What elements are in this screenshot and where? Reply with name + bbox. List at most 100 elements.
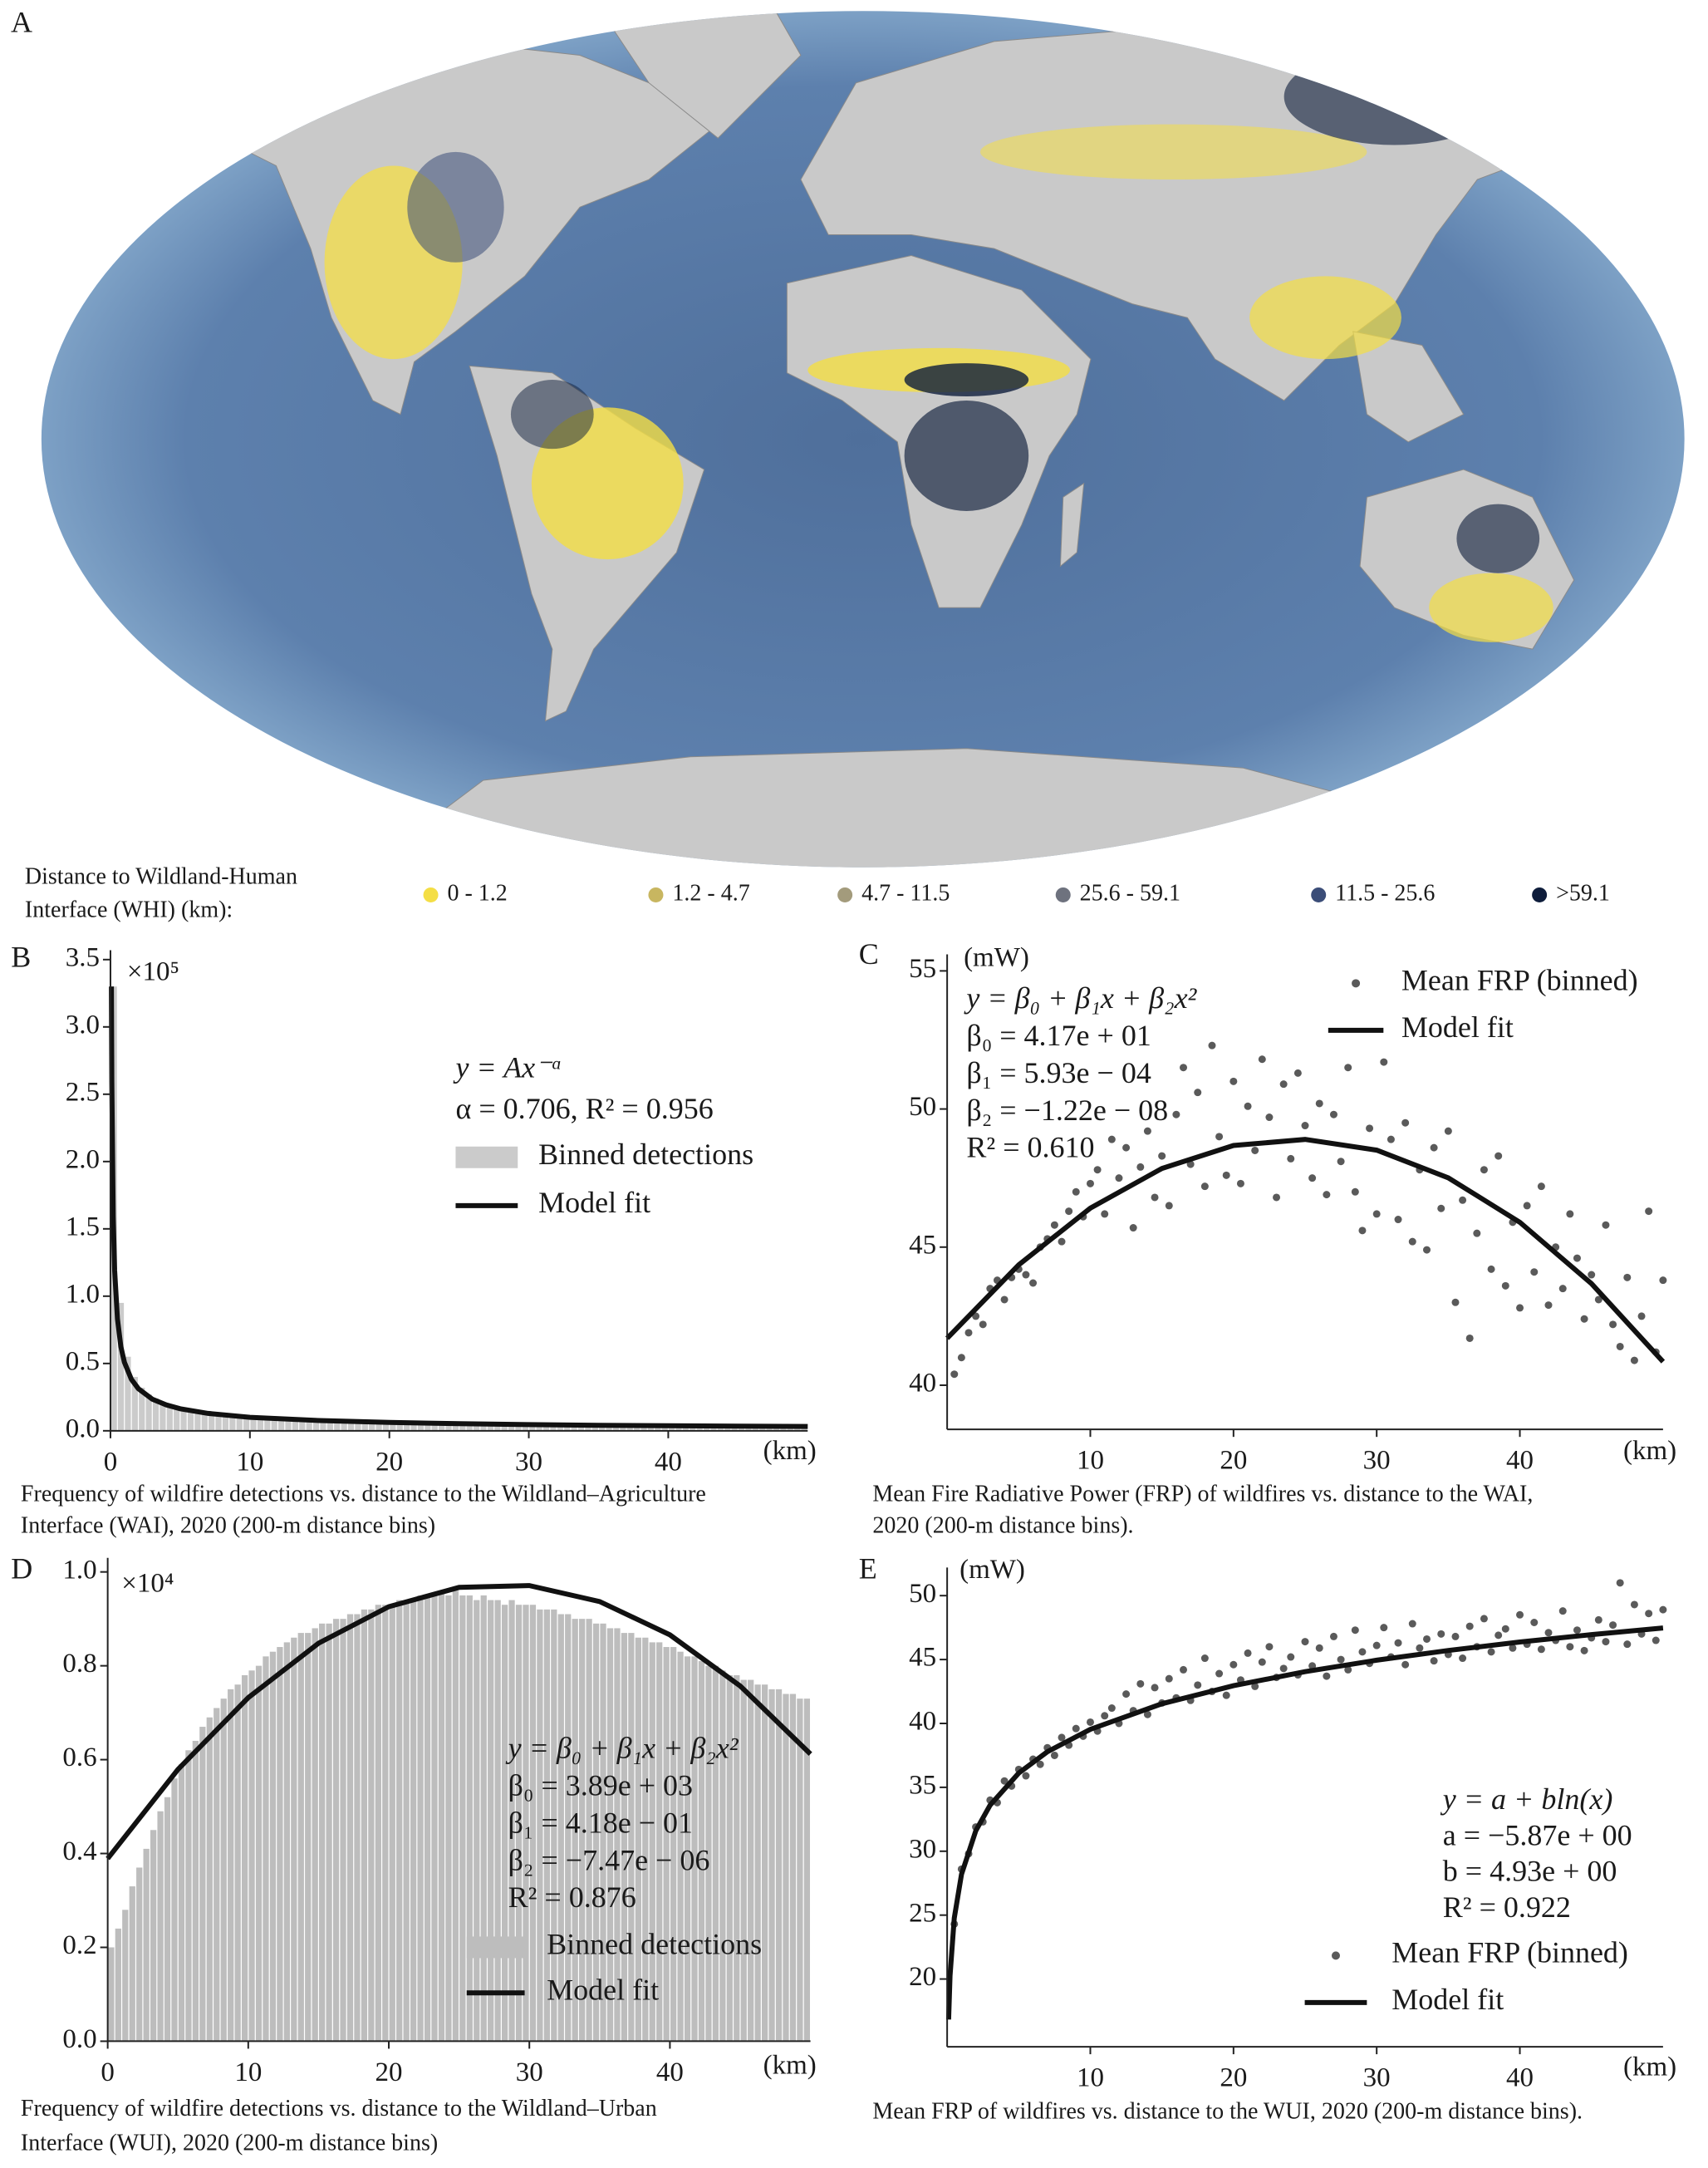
annotation: R² = 0.610 (966, 1131, 1094, 1164)
point (1494, 1631, 1503, 1640)
bar (117, 1302, 125, 1431)
point (1530, 1618, 1539, 1626)
point (1065, 1207, 1073, 1216)
bar (389, 1605, 395, 2042)
bar (136, 1867, 143, 2042)
point (1265, 1643, 1274, 1651)
annotation: b = 4.93e + 00 (1443, 1855, 1617, 1888)
point (1086, 1179, 1094, 1187)
x-unit: (km) (1623, 2052, 1676, 2082)
fit-line (945, 1137, 1666, 1364)
point (1394, 1216, 1402, 1224)
bar (628, 1633, 635, 2042)
bar (677, 1651, 684, 2042)
bar (754, 1684, 761, 2042)
bar (452, 1590, 459, 2042)
bar (334, 1420, 341, 1431)
point (957, 1354, 965, 1362)
point (1329, 1632, 1337, 1640)
point (1380, 1058, 1388, 1066)
point (1143, 1127, 1151, 1135)
point (1337, 1655, 1345, 1664)
bar (312, 1419, 320, 1431)
point (1194, 1681, 1202, 1689)
bar (466, 1423, 473, 1431)
legend-label: Model fit (547, 1974, 659, 2007)
point (1122, 1690, 1131, 1699)
world-map (41, 11, 1685, 868)
bar (487, 1423, 493, 1431)
legend-swatch (455, 1146, 518, 1168)
bar (537, 1609, 543, 2042)
point (1258, 1658, 1266, 1666)
bar (326, 1623, 332, 2042)
bar (410, 1422, 417, 1431)
x-tick-label: 30 (1363, 2063, 1391, 2093)
point (1358, 1648, 1367, 1656)
point (1480, 1166, 1488, 1174)
annotation: β₁ = 5.93e − 04 (966, 1056, 1151, 1089)
bar (501, 1605, 508, 2042)
point (1423, 1635, 1431, 1643)
panel-label: E (859, 1552, 877, 1585)
point (1222, 1691, 1230, 1699)
bar (474, 1423, 480, 1431)
point (1630, 1600, 1638, 1609)
bar (803, 1699, 810, 2042)
point (1523, 1202, 1531, 1210)
bar (199, 1727, 206, 2042)
point (1200, 1182, 1209, 1191)
y-tick-label: 50 (909, 1092, 936, 1122)
bar (152, 1398, 160, 1431)
point (1022, 1772, 1030, 1780)
bar (215, 1413, 222, 1431)
point (1301, 1638, 1309, 1646)
y-tick-label: 1.0 (62, 1555, 96, 1585)
point (1136, 1163, 1145, 1171)
point (1459, 1654, 1467, 1663)
point (1244, 1649, 1252, 1657)
bar (740, 1679, 747, 2042)
bar (164, 1797, 171, 2042)
point (979, 1320, 987, 1329)
annotation: β₂ = −1.22e − 08 (966, 1094, 1168, 1127)
panel-label: C (859, 937, 879, 971)
bar (292, 1418, 298, 1431)
point (1258, 1055, 1266, 1064)
bar (269, 1651, 277, 2042)
legend-label: Mean FRP (binned) (1401, 964, 1638, 997)
x-tick-label: 20 (1220, 1446, 1247, 1476)
bar (734, 1674, 740, 2042)
x-unit: (km) (763, 1436, 817, 1466)
point (1315, 1099, 1323, 1108)
panel-label: B (11, 940, 31, 973)
bar (361, 1421, 368, 1431)
bar (375, 1605, 381, 2042)
bar (424, 1595, 431, 2042)
bar (691, 1656, 698, 2042)
y-tick-label: 25 (909, 1898, 936, 1928)
y-tick-label: 0.4 (62, 1836, 96, 1866)
bar (108, 1947, 115, 2042)
point (1287, 1653, 1295, 1661)
bar (403, 1600, 410, 2042)
bar (396, 1600, 403, 2042)
x-tick-label: 20 (375, 1447, 403, 1477)
point (1229, 1077, 1238, 1085)
legend-title: Interface (WHI) (km): (25, 897, 233, 922)
point (1194, 1089, 1202, 1097)
annotation: β₀ = 3.89e + 03 (508, 1769, 693, 1802)
point (1050, 1221, 1058, 1229)
point (1501, 1625, 1509, 1633)
point (1573, 1626, 1581, 1635)
bar (480, 1423, 487, 1431)
x-tick-label: 0 (101, 2057, 115, 2087)
point (1537, 1182, 1545, 1191)
legend-swatch (423, 887, 439, 902)
bar (614, 1628, 621, 2042)
bar (285, 1418, 292, 1431)
legend-swatch (1055, 887, 1071, 902)
bar (642, 1637, 649, 2042)
bar (452, 1423, 459, 1431)
y-tick-label: 55 (909, 954, 936, 984)
